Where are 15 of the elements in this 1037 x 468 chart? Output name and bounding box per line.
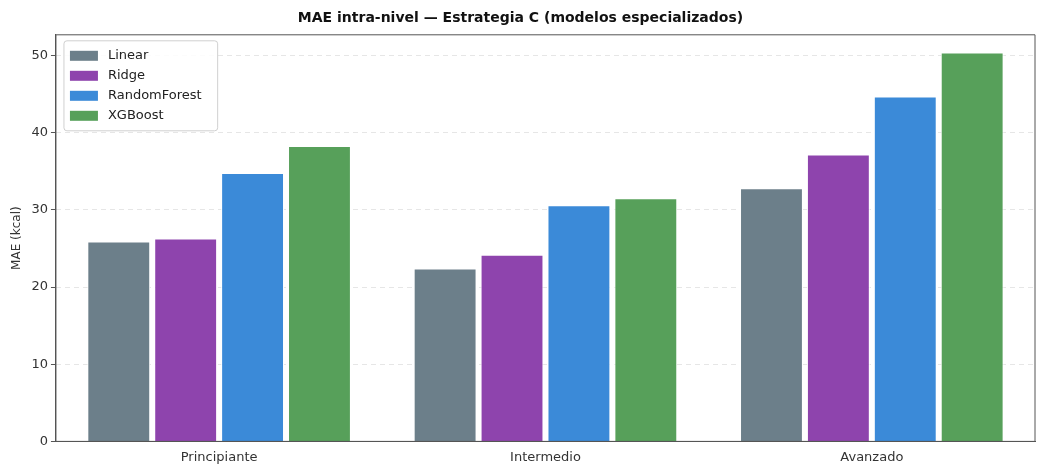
y-tick-label: 10 <box>31 355 48 371</box>
legend-label: XGBoost <box>107 107 164 123</box>
y-tick-label: 30 <box>31 201 48 217</box>
y-axis-title: MAE (kcal) <box>9 206 24 270</box>
x-tick-label: Intermedio <box>510 448 581 464</box>
legend-label: Linear <box>107 47 149 63</box>
chart-title: MAE intra-nivel — Estrategia C (modelos especializados) <box>297 9 744 26</box>
y-tick-label: 20 <box>31 278 48 294</box>
x-tick-label: Principiante <box>180 448 258 464</box>
legend-label: RandomForest <box>107 87 202 103</box>
y-tick-label: 50 <box>31 47 48 63</box>
y-tick-label: 40 <box>31 124 48 140</box>
y-tick-label: 0 <box>39 432 48 448</box>
legend-label: Ridge <box>107 67 146 83</box>
x-tick-label: Avanzado <box>840 448 904 464</box>
